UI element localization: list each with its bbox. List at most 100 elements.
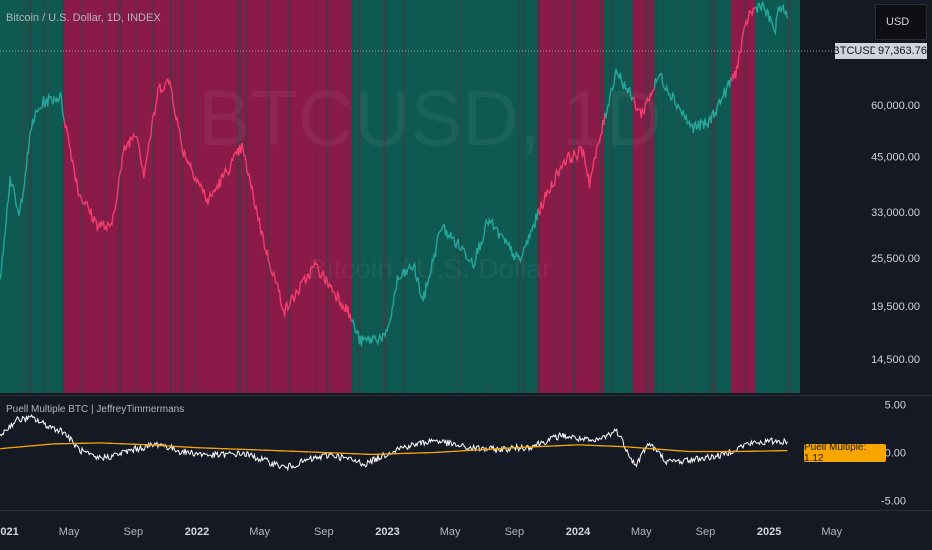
currency-button[interactable]: USD bbox=[875, 4, 927, 40]
regime-stripe bbox=[352, 0, 354, 393]
regime-stripe bbox=[173, 0, 176, 393]
time-tick-label: May bbox=[440, 526, 461, 538]
chart-title: Bitcoin / U.S. Dollar, 1D, INDEX bbox=[6, 12, 161, 24]
time-tick-label: Sep bbox=[696, 526, 716, 538]
regime-stripe bbox=[63, 0, 66, 393]
time-tick-label: 2022 bbox=[185, 526, 209, 538]
puell-pane[interactable]: 5.00 0.00 -5.00 bbox=[0, 395, 932, 510]
regime-stripe bbox=[346, 0, 349, 393]
regime-band-bear bbox=[537, 0, 605, 393]
regime-stripe bbox=[609, 0, 613, 393]
regime-stripe bbox=[21, 0, 26, 393]
watermark-name: Bitcoin / U.S. Dollar bbox=[309, 253, 552, 284]
price-series bbox=[0, 0, 789, 347]
price-line-bull bbox=[351, 208, 539, 347]
regime-background bbox=[0, 0, 800, 393]
price-line-bear bbox=[63, 78, 353, 323]
time-tick-label: Sep bbox=[505, 526, 525, 538]
regime-stripe bbox=[786, 0, 791, 393]
price-line-bull bbox=[755, 0, 789, 36]
regime-stripe bbox=[330, 0, 333, 393]
puell-average-line bbox=[0, 442, 788, 456]
regime-stripe bbox=[266, 0, 270, 393]
puell-line bbox=[0, 413, 788, 472]
regime-stripe bbox=[41, 0, 46, 393]
price-tick-label: 25,500.00 bbox=[871, 253, 920, 265]
price-axis: 80,000.0060,000.0045,000.0033,000.0025,5… bbox=[871, 49, 920, 366]
puell-value-tag: Puell Multiple: 1.12 bbox=[804, 442, 886, 464]
price-line-bear bbox=[537, 112, 606, 216]
price-line-bear bbox=[730, 6, 756, 82]
price-tick-label: 33,000.00 bbox=[871, 207, 920, 219]
price-line-bull bbox=[0, 92, 65, 280]
regime-stripe bbox=[455, 0, 458, 393]
regime-stripe bbox=[693, 0, 695, 393]
regime-stripe bbox=[238, 0, 242, 393]
regime-stripe bbox=[152, 0, 155, 393]
regime-stripe bbox=[537, 0, 541, 393]
regime-stripe bbox=[402, 0, 406, 393]
regime-band-bear bbox=[730, 0, 755, 393]
regime-stripe bbox=[287, 0, 291, 393]
regime-stripe bbox=[518, 0, 521, 393]
regime-stripe bbox=[356, 0, 361, 393]
regime-stripe bbox=[485, 0, 488, 393]
price-tick-label: 14,500.00 bbox=[871, 354, 920, 366]
regime-stripe bbox=[47, 0, 50, 393]
price-tick-label: 60,000.00 bbox=[871, 100, 920, 112]
price-tick-label: 45,000.00 bbox=[871, 152, 920, 164]
regime-stripe bbox=[677, 0, 680, 393]
regime-stripe bbox=[104, 0, 106, 393]
time-tick-label: 2023 bbox=[375, 526, 399, 538]
price-tick-label: 19,500.00 bbox=[871, 301, 920, 313]
regime-stripe bbox=[662, 0, 665, 393]
regime-stripe bbox=[572, 0, 576, 393]
regime-stripe bbox=[180, 0, 184, 393]
regime-stripe bbox=[712, 0, 717, 393]
regime-stripe bbox=[653, 0, 658, 393]
puell-tick-label: 5.00 bbox=[885, 400, 906, 412]
time-tick-label: May bbox=[821, 526, 842, 538]
symbol-tag: BTCUSD bbox=[832, 43, 878, 59]
regime-stripe bbox=[600, 0, 602, 393]
time-axis[interactable]: 2021 May Sep 2022 May Sep 2023 May Sep 2024 May Sep… bbox=[0, 510, 932, 550]
regime-band-bear bbox=[63, 0, 353, 393]
regime-stripe bbox=[80, 0, 83, 393]
regime-stripe bbox=[623, 0, 628, 393]
regime-band-bull bbox=[755, 0, 800, 393]
price-line-bear bbox=[632, 87, 656, 119]
time-tick-label: Sep bbox=[314, 526, 334, 538]
regime-stripe bbox=[691, 0, 693, 393]
regime-stripe bbox=[117, 0, 122, 393]
regime-stripe bbox=[709, 0, 712, 393]
regime-band-bear bbox=[632, 0, 654, 393]
time-ticks: 2021 May Sep 2022 May Sep 2023 May Sep 2024 May Sep… bbox=[0, 526, 843, 538]
time-tick-label: Sep bbox=[124, 526, 144, 538]
price-line-bull bbox=[604, 68, 634, 119]
puell-tick-label: -5.00 bbox=[881, 495, 906, 507]
time-tick-label: 2024 bbox=[566, 526, 591, 538]
last-price-tag: 97,363.76 bbox=[875, 43, 927, 59]
watermark-symbol: BTCUSD, 1D bbox=[198, 74, 662, 162]
puell-axis: 5.00 0.00 -5.00 bbox=[881, 400, 906, 508]
regime-stripe bbox=[384, 0, 387, 393]
time-tick-label: May bbox=[249, 526, 270, 538]
puell-series bbox=[0, 413, 788, 472]
regime-stripe bbox=[135, 0, 138, 393]
regime-stripe bbox=[553, 0, 556, 393]
regime-stripe bbox=[29, 0, 33, 393]
regime-stripe bbox=[359, 0, 362, 393]
regime-stripe bbox=[460, 0, 463, 393]
regime-stripe bbox=[193, 0, 196, 393]
regime-stripe bbox=[315, 0, 318, 393]
regime-stripe bbox=[326, 0, 329, 393]
regime-stripe bbox=[523, 0, 525, 393]
regime-stripe bbox=[244, 0, 248, 393]
time-tick-label: May bbox=[59, 526, 80, 538]
time-tick-label: May bbox=[631, 526, 652, 538]
price-line-bull bbox=[653, 72, 733, 134]
regime-stripe bbox=[169, 0, 172, 393]
regime-stripe bbox=[647, 0, 651, 393]
price-chart[interactable]: BTCUSD, 1D Bitcoin / U.S. Dollar 80,000.… bbox=[0, 0, 932, 395]
regime-stripe bbox=[744, 0, 747, 393]
